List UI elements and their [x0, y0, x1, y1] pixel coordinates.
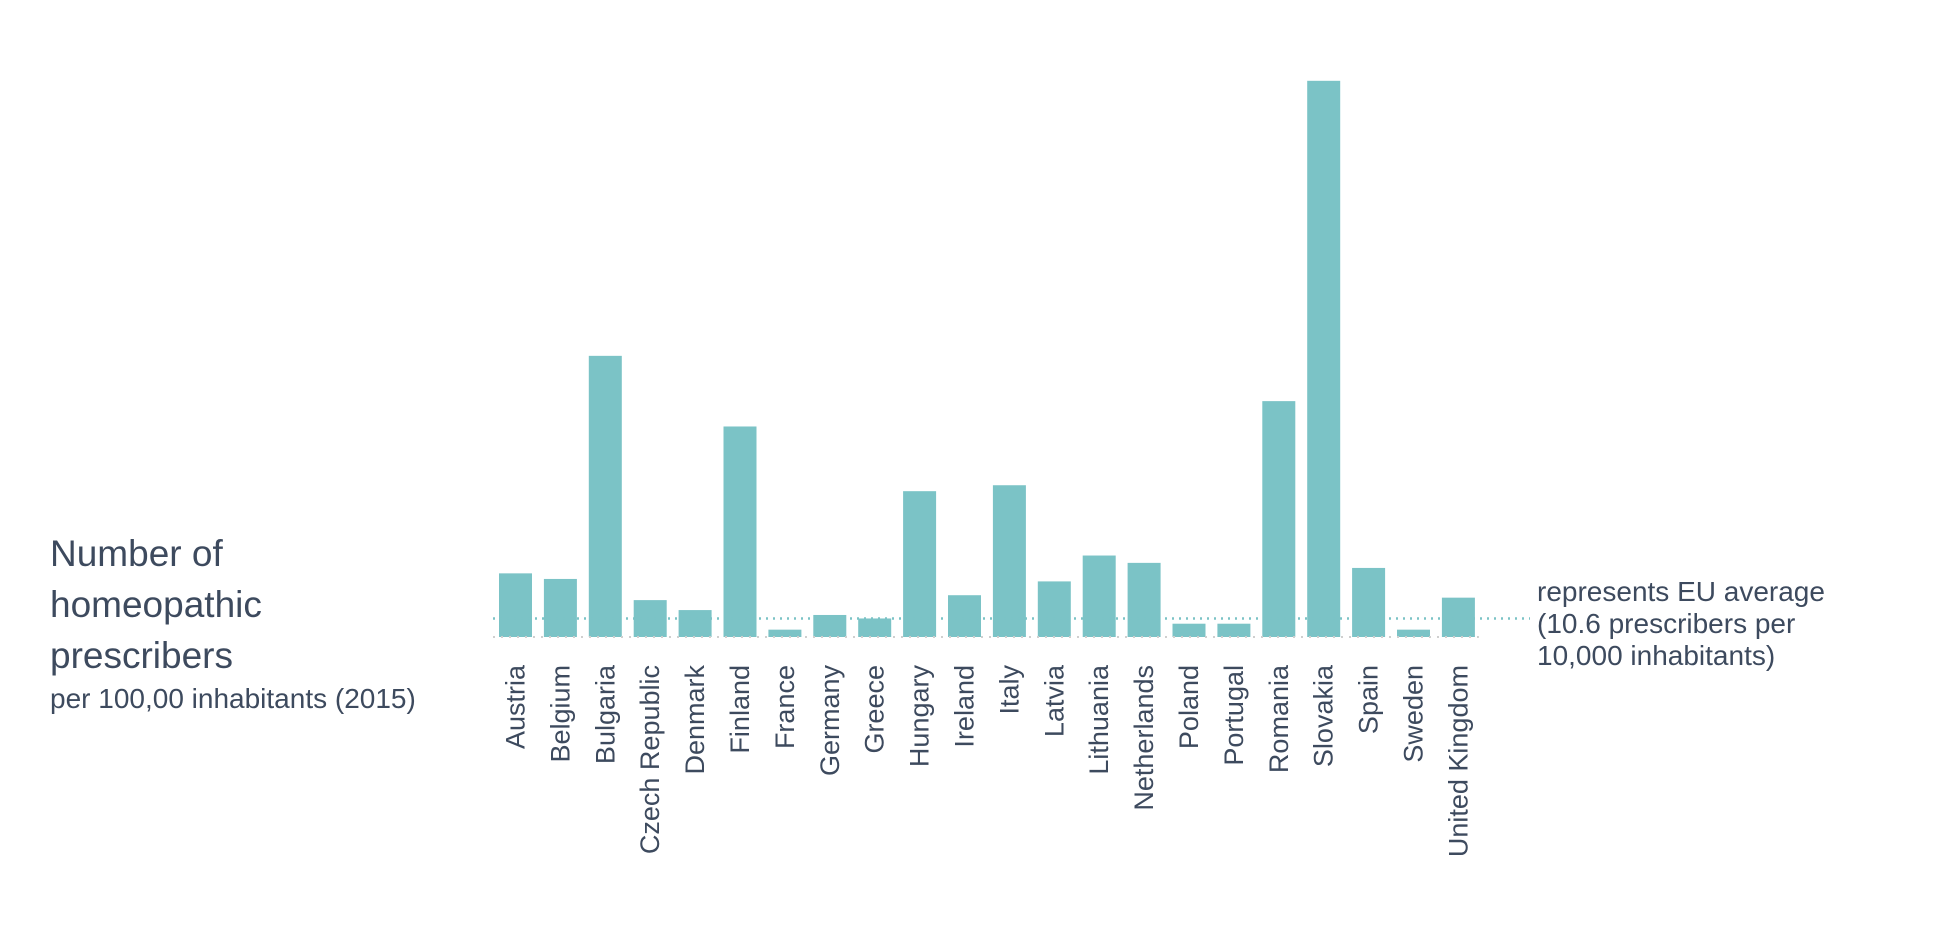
bar-greece: [858, 618, 892, 637]
chart-title-line-1: Number of: [50, 533, 223, 574]
bar-latvia: [1037, 581, 1071, 637]
bar-italy: [992, 485, 1026, 637]
x-tick-label: Romania: [1264, 664, 1294, 773]
bar-ireland: [948, 595, 981, 637]
bar-romania: [1262, 401, 1296, 637]
x-tick-label: Spain: [1354, 665, 1384, 734]
chart-title-block: Number of homeopathic prescribers per 10…: [50, 528, 470, 717]
x-tick-label: France: [770, 665, 800, 749]
bar-lithuania: [1082, 555, 1116, 637]
x-tick-label: Portugal: [1219, 665, 1249, 766]
bar-denmark: [678, 610, 712, 637]
average-annotation-line-1: represents EU average: [1537, 576, 1825, 607]
x-tick-label: Denmark: [680, 665, 710, 775]
bar-finland: [723, 426, 757, 637]
average-annotation-line-3: 10,000 inhabitants): [1537, 640, 1776, 671]
bar-slovakia: [1307, 80, 1341, 638]
x-tick-label: Poland: [1174, 665, 1204, 749]
average-annotation-line-2: (10.6 prescribers per: [1537, 608, 1796, 639]
chart-title-line-2: homeopathic: [50, 584, 262, 625]
x-tick-label: Finland: [725, 665, 755, 754]
bar-austria: [499, 573, 532, 637]
bars-group: [499, 80, 1475, 638]
bar-poland: [1172, 623, 1206, 637]
bar-netherlands: [1127, 562, 1161, 637]
bar-france: [768, 629, 802, 637]
bar-spain: [1352, 567, 1386, 637]
x-axis-labels: Austria Belgium Bulgaria Czech Republic Denm…: [501, 664, 1474, 857]
x-tick-label: Belgium: [545, 665, 575, 763]
x-tick-label: Greece: [860, 665, 890, 754]
x-tick-label: Slovakia: [1309, 664, 1339, 767]
bar-united-kingdom: [1441, 597, 1475, 637]
chart-subtitle: per 100,00 inhabitants (2015): [50, 683, 416, 714]
bar-bulgaria: [588, 355, 622, 637]
bar-sweden: [1397, 629, 1430, 637]
x-tick-label: United Kingdom: [1443, 665, 1473, 857]
bar-germany: [813, 614, 847, 637]
x-tick-label: Lithuania: [1084, 664, 1114, 775]
bar-belgium: [543, 578, 577, 637]
x-tick-label: Austria: [501, 664, 531, 749]
x-tick-label: Czech Republic: [635, 665, 665, 854]
bar-portugal: [1217, 623, 1251, 637]
chart-title-line-3: prescribers: [50, 635, 233, 676]
x-tick-label: Ireland: [950, 665, 980, 748]
x-tick-label: Italy: [994, 665, 1024, 715]
x-tick-label: Germany: [815, 665, 845, 777]
average-annotation: represents EU average (10.6 prescribers …: [1537, 576, 1947, 672]
x-tick-label: Netherlands: [1129, 665, 1159, 811]
x-tick-label: Latvia: [1039, 664, 1069, 737]
x-tick-label: Hungary: [905, 665, 935, 768]
bar-hungary: [903, 491, 937, 637]
x-tick-label: Bulgaria: [590, 664, 620, 764]
x-tick-label: Sweden: [1399, 665, 1429, 763]
